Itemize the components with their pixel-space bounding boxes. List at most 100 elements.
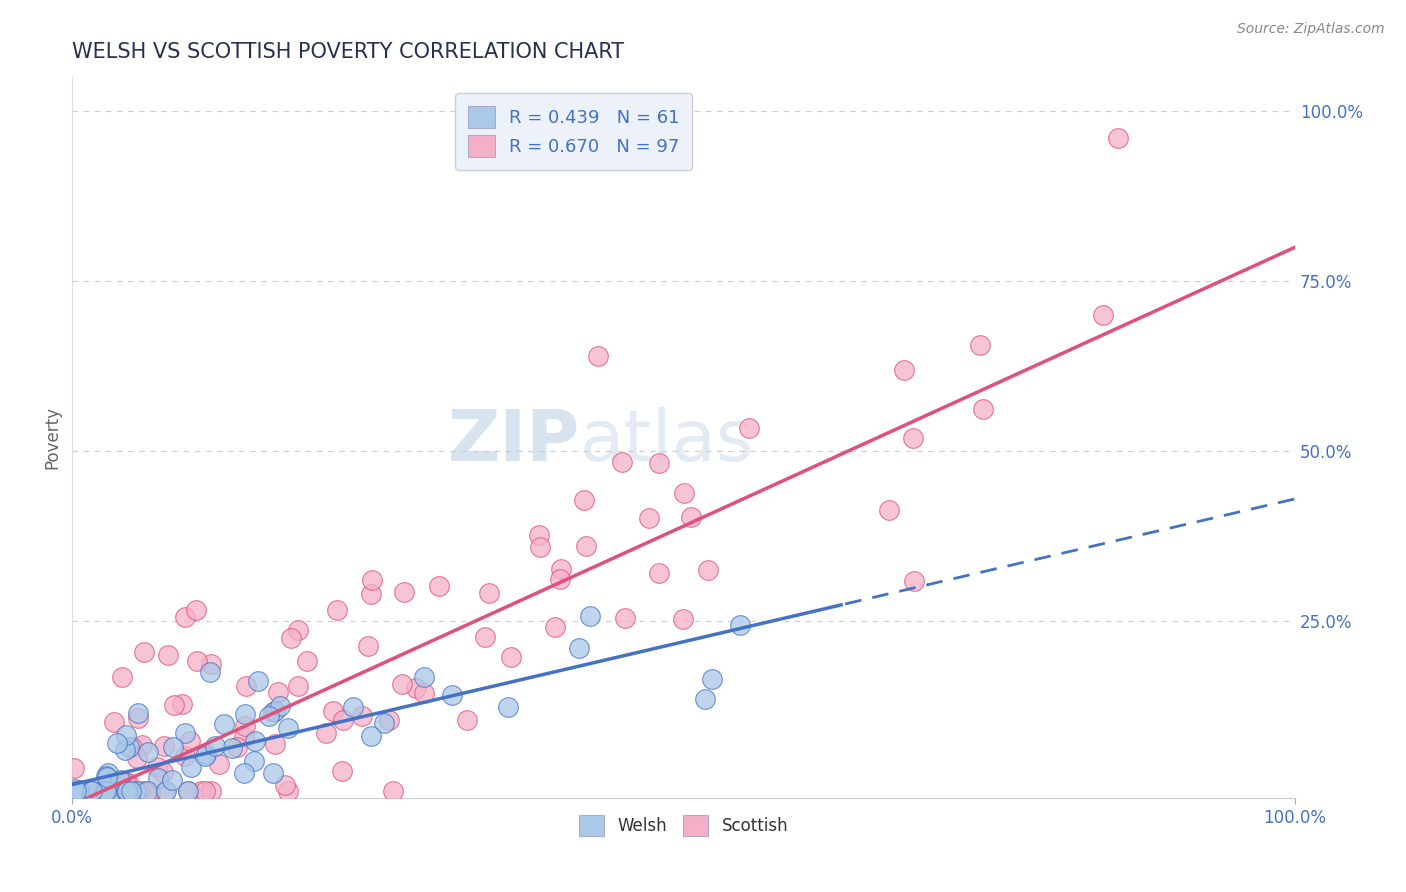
Point — [548, 572, 571, 586]
Point — [65, 784, 87, 798]
Point — [529, 540, 551, 554]
Point — [672, 486, 695, 500]
Point — [67, 783, 90, 797]
Point — [63, 761, 86, 775]
Point — [94, 784, 117, 798]
Point — [194, 748, 217, 763]
Point — [277, 721, 299, 735]
Point — [648, 566, 671, 580]
Point — [233, 719, 256, 733]
Point — [115, 728, 138, 742]
Point — [162, 739, 184, 754]
Point — [190, 784, 212, 798]
Point — [127, 711, 149, 725]
Point — [180, 759, 202, 773]
Point — [177, 784, 200, 798]
Point — [413, 670, 436, 684]
Point — [287, 623, 309, 637]
Point — [148, 771, 170, 785]
Point — [233, 730, 256, 744]
Point — [117, 784, 139, 798]
Point — [115, 776, 138, 790]
Point — [127, 706, 149, 721]
Point — [969, 338, 991, 352]
Point — [121, 784, 143, 798]
Point — [382, 784, 405, 798]
Point — [97, 765, 120, 780]
Text: atlas: atlas — [579, 407, 754, 475]
Point — [65, 784, 87, 798]
Point — [186, 654, 208, 668]
Point — [315, 726, 337, 740]
Point — [474, 630, 496, 644]
Point — [357, 639, 380, 653]
Point — [65, 784, 87, 798]
Point — [330, 764, 353, 779]
Point — [263, 704, 285, 718]
Point — [274, 778, 297, 792]
Point — [226, 739, 249, 754]
Point — [114, 743, 136, 757]
Point — [550, 562, 572, 576]
Point — [697, 563, 720, 577]
Point — [326, 603, 349, 617]
Point — [136, 784, 159, 798]
Point — [243, 754, 266, 768]
Point — [163, 698, 186, 713]
Point — [695, 692, 717, 706]
Point — [263, 737, 285, 751]
Point — [104, 784, 127, 798]
Point — [702, 672, 724, 686]
Point — [90, 784, 112, 798]
Point — [245, 734, 267, 748]
Point — [172, 697, 194, 711]
Point — [972, 402, 994, 417]
Point — [96, 770, 118, 784]
Point — [672, 612, 695, 626]
Point — [79, 784, 101, 798]
Point — [208, 757, 231, 772]
Point — [262, 705, 284, 719]
Point — [108, 773, 131, 788]
Point — [136, 745, 159, 759]
Point — [360, 729, 382, 743]
Point — [478, 586, 501, 600]
Point — [105, 784, 128, 798]
Text: WELSH VS SCOTTISH POVERTY CORRELATION CHART: WELSH VS SCOTTISH POVERTY CORRELATION CH… — [72, 42, 624, 62]
Point — [738, 421, 761, 435]
Point — [200, 784, 222, 798]
Point — [173, 725, 195, 739]
Point — [152, 764, 174, 779]
Point — [156, 648, 179, 662]
Point — [1092, 308, 1115, 322]
Point — [115, 784, 138, 798]
Point — [287, 679, 309, 693]
Legend: Welsh, Scottish: Welsh, Scottish — [571, 807, 797, 844]
Point — [612, 455, 634, 469]
Point — [378, 713, 401, 727]
Text: ZIP: ZIP — [447, 407, 579, 475]
Point — [1107, 131, 1129, 145]
Point — [499, 650, 522, 665]
Point — [235, 679, 257, 693]
Y-axis label: Poverty: Poverty — [44, 406, 60, 469]
Point — [893, 362, 915, 376]
Point — [277, 784, 299, 798]
Point — [117, 784, 139, 798]
Text: Source: ZipAtlas.com: Source: ZipAtlas.com — [1237, 22, 1385, 37]
Point — [131, 738, 153, 752]
Point — [120, 784, 142, 798]
Point — [134, 645, 156, 659]
Point — [111, 670, 134, 684]
Point — [586, 349, 609, 363]
Point — [262, 765, 284, 780]
Point — [441, 689, 464, 703]
Point — [877, 503, 900, 517]
Point — [132, 784, 155, 798]
Point — [186, 602, 208, 616]
Point — [173, 748, 195, 763]
Point — [728, 618, 751, 632]
Point — [63, 781, 86, 796]
Point — [118, 740, 141, 755]
Point — [177, 784, 200, 798]
